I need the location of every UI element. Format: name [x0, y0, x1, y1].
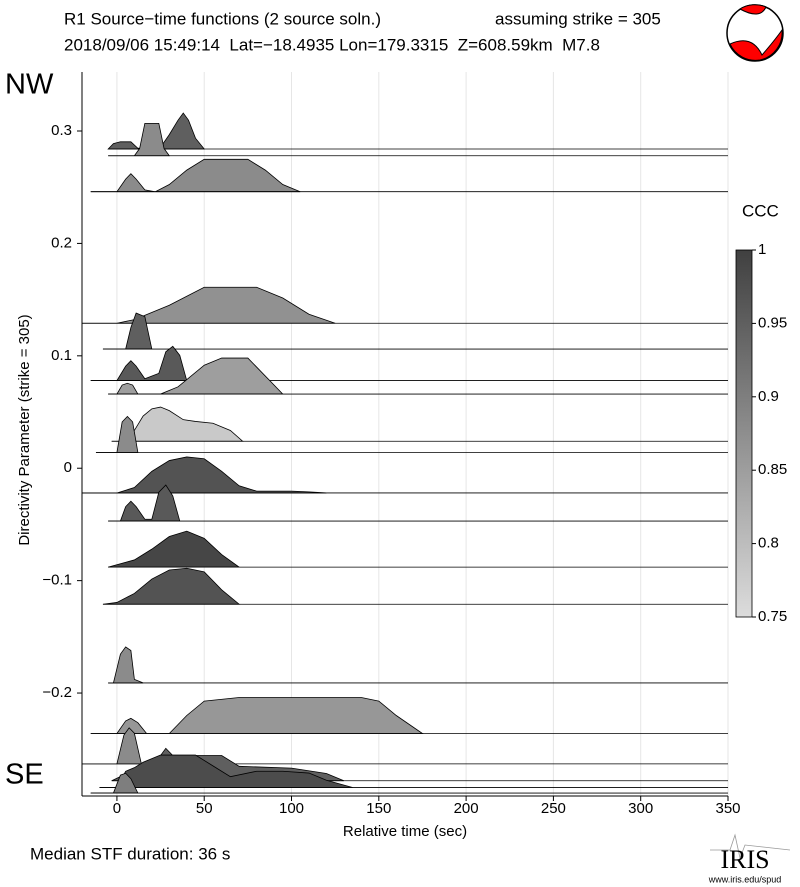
bottom-label: SE — [5, 759, 44, 791]
colorbar-tick-label: 0.95 — [758, 314, 787, 331]
x-tick-label: 0 — [113, 800, 121, 817]
logo-wave — [710, 833, 791, 860]
x-axis-label: Relative time (sec) — [343, 823, 467, 840]
stf-shape — [108, 122, 171, 157]
chart-subtitle: 2018/09/06 15:49:14 Lat=−18.4935 Lon=179… — [64, 35, 600, 54]
stf-shape — [108, 357, 284, 395]
stf-shape — [108, 646, 144, 684]
stf-shape — [82, 456, 327, 494]
x-tick-label: 250 — [541, 800, 566, 817]
x-tick-label: 150 — [366, 800, 391, 817]
title-note: assuming strike = 305 — [495, 9, 661, 28]
x-tick-label: 200 — [454, 800, 479, 817]
stf-shape — [108, 530, 241, 568]
stf-shape — [102, 312, 153, 350]
colorbar-tick-label: 0.9 — [758, 388, 779, 405]
stf-shape — [90, 158, 301, 193]
x-tick-label: 50 — [196, 800, 213, 817]
x-tick-label: 350 — [715, 800, 740, 817]
stf-shape — [102, 567, 241, 605]
y-tick-label: −0.1 — [42, 572, 72, 589]
y-tick-label: 0 — [64, 459, 72, 476]
stf-shape — [108, 484, 181, 522]
stf-shape — [107, 112, 206, 150]
y-axis-label: Directivity Parameter (strike = 305) — [16, 314, 33, 545]
top-label: NW — [5, 69, 54, 101]
stf-shape — [99, 754, 353, 788]
y-tick-label: 0.1 — [51, 347, 72, 364]
colorbar-tick-label: 0.75 — [758, 608, 787, 625]
logo: IRIS — [720, 845, 769, 874]
colorbar-tick-label: 0.85 — [758, 461, 787, 478]
logo-url: www.iris.edu/spud — [708, 874, 782, 884]
y-tick-label: 0.3 — [51, 122, 72, 139]
beachball — [726, 4, 784, 62]
colorbar — [735, 249, 753, 618]
footer-note: Median STF duration: 36 s — [30, 844, 230, 863]
chart-title: R1 Source−time functions (2 source soln.… — [64, 9, 381, 28]
stf-shape — [90, 697, 424, 734]
x-tick-label: 100 — [279, 800, 304, 817]
stf-shape — [90, 345, 188, 381]
colorbar-tick-label: 0.8 — [758, 535, 779, 552]
x-tick-label: 300 — [628, 800, 653, 817]
y-tick-label: 0.2 — [51, 234, 72, 251]
colorbar-tick-label: 1 — [758, 241, 766, 258]
stf-shape — [82, 286, 336, 324]
colorbar-label: CCC — [742, 201, 779, 220]
y-tick-label: −0.2 — [42, 684, 72, 701]
